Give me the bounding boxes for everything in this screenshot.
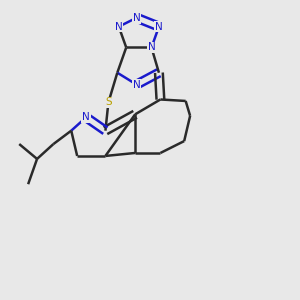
Text: N: N (115, 22, 123, 32)
Text: N: N (133, 13, 140, 23)
Text: N: N (82, 112, 90, 122)
Text: N: N (133, 80, 140, 90)
Text: S: S (105, 98, 112, 107)
Text: N: N (155, 22, 163, 32)
Text: N: N (148, 43, 155, 52)
